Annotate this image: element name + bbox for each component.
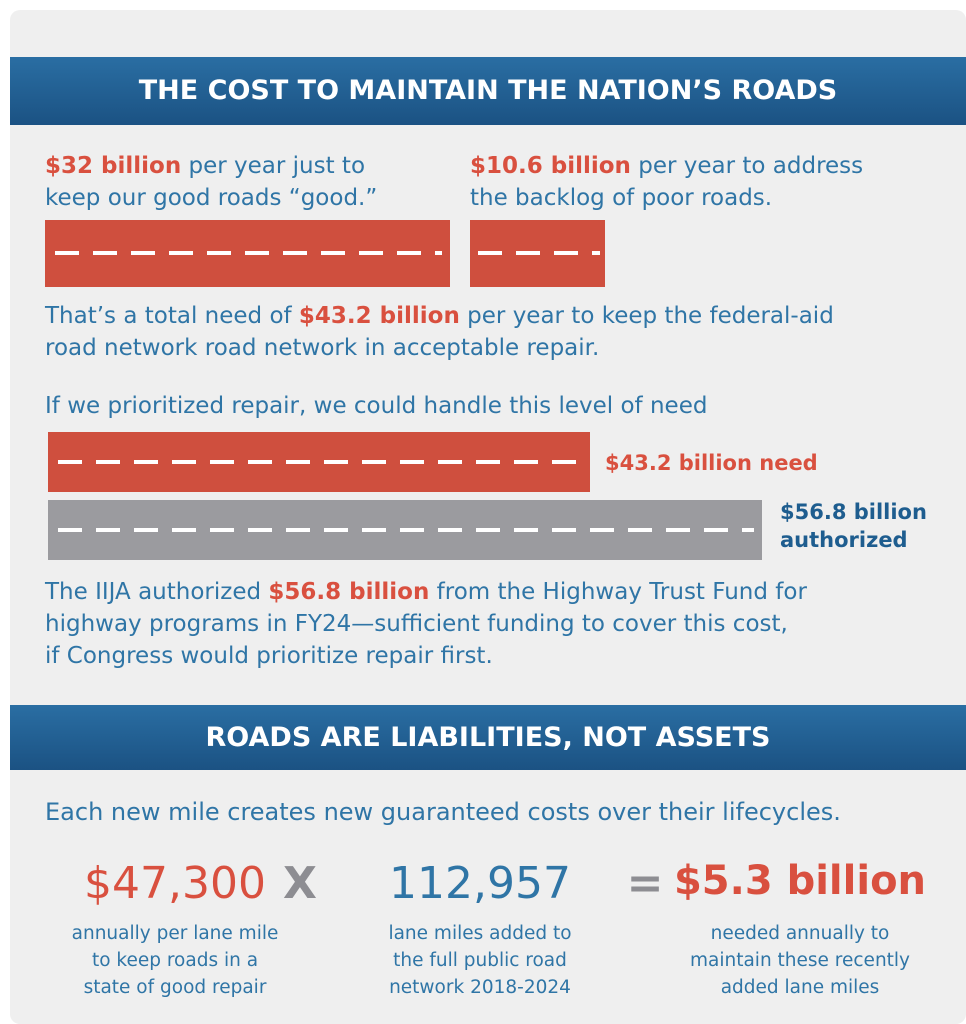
text-block: The IIJA authorized $56.8 billion from t…: [45, 576, 807, 672]
bar-label: $43.2 billion need: [605, 451, 818, 475]
figure: $5.3 billion: [673, 858, 927, 904]
operator: X: [283, 858, 317, 909]
caption: annually per lane mile to keep roads in a…: [25, 920, 325, 1001]
road-bars: [45, 220, 762, 560]
text: The IIJA authorized: [45, 579, 269, 605]
section-header: THE COST TO MAINTAIN THE NATION’S ROADS: [10, 57, 966, 125]
text: If we prioritized repair, we could handl…: [45, 393, 708, 419]
text: Each new mile creates new guaranteed cos…: [45, 798, 841, 826]
text: if Congress would prioritize repair firs…: [45, 643, 493, 669]
text: the full public road: [393, 950, 567, 971]
caption: lane miles added to the full public road n…: [330, 920, 630, 1001]
operator: =: [626, 858, 664, 909]
text: added lane miles: [720, 977, 880, 998]
text: needed annually to: [710, 923, 890, 944]
highlight: $32 billion: [45, 153, 182, 179]
text: keep our good roads “good.”: [45, 185, 378, 211]
text: authorized: [780, 528, 908, 552]
road-bar: [48, 432, 590, 492]
text: $56.8 billion: [780, 500, 927, 524]
highlight: $10.6 billion: [470, 153, 631, 179]
bar-label: $56.8 billion authorized: [780, 498, 927, 554]
text-block: That’s a total need of $43.2 billion per…: [45, 300, 834, 364]
text: highway programs in FY24—sufficient fund…: [45, 611, 788, 637]
text: network 2018-2024: [389, 977, 571, 998]
text: That’s a total need of: [45, 303, 299, 329]
text: lane miles added to: [388, 923, 572, 944]
highlight: $56.8 billion: [268, 579, 430, 605]
text: the backlog of poor roads.: [470, 185, 773, 211]
figure: 112,957: [389, 858, 571, 909]
text: per year to keep the federal-aid: [459, 303, 834, 329]
section-header: ROADS ARE LIABILITIES, NOT ASSETS: [10, 705, 966, 770]
text-block: $10.6 billion per year to address the bac…: [470, 150, 863, 214]
text: annually per lane mile: [71, 923, 279, 944]
text: from the Highway Trust Fund for: [429, 579, 807, 605]
text: maintain these recently: [689, 950, 911, 971]
text: per year to address: [630, 153, 864, 179]
highlight: $43.2 billion: [298, 303, 460, 329]
text: to keep roads in a: [91, 950, 259, 971]
text-block: $32 billion per year just to keep our goo…: [45, 150, 377, 214]
caption: needed annually to maintain these recentl…: [650, 920, 950, 1001]
figure: $47,300: [84, 858, 266, 909]
text: state of good repair: [83, 977, 267, 998]
text: road network road network in acceptable …: [45, 335, 600, 361]
infographic: THE COST TO MAINTAIN THE NATION’S ROADS …: [10, 10, 966, 1024]
text: per year just to: [181, 153, 366, 179]
